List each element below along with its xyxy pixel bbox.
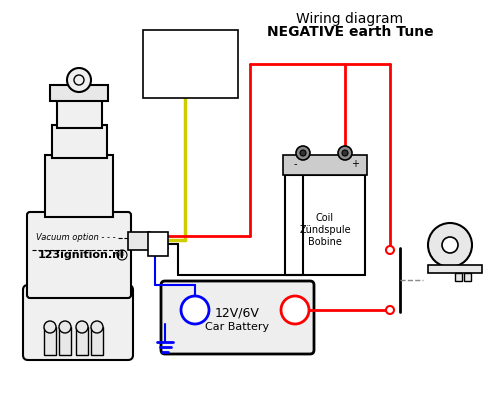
Text: +: + [351,159,359,169]
Text: 12V/6V: 12V/6V [215,306,260,319]
Circle shape [428,223,472,267]
FancyBboxPatch shape [27,212,131,298]
Circle shape [386,246,394,254]
Circle shape [296,146,310,160]
Text: Coil
Zündspule
Bobine: Coil Zündspule Bobine [299,214,351,246]
Circle shape [281,296,309,324]
Bar [57,98,102,128]
Text: NEGATIVE earth Tune: NEGATIVE earth Tune [266,25,434,39]
Circle shape [442,237,458,253]
Bar [50,85,108,101]
Text: Wiring diagram: Wiring diagram [296,12,404,26]
Text: Curve selector
wire
0 V = Curve 1
12 V = Curve 2: Curve selector wire 0 V = Curve 1 12 V =… [147,34,216,74]
FancyBboxPatch shape [161,281,314,354]
Bar [283,155,367,175]
Circle shape [44,321,56,333]
Bar [59,327,71,355]
Bar [428,265,482,273]
Circle shape [300,150,306,156]
Text: -: - [191,300,199,320]
Circle shape [67,68,91,92]
Text: 123ignition.nl: 123ignition.nl [38,250,125,260]
Circle shape [59,321,71,333]
Bar [91,327,103,355]
Bar [455,273,462,281]
Bar [285,175,365,275]
Circle shape [150,236,160,246]
Circle shape [91,321,103,333]
Bar [148,232,168,256]
Text: -: - [293,159,297,169]
FancyBboxPatch shape [23,285,133,360]
Circle shape [76,321,88,333]
Text: ®: ® [118,252,126,258]
Circle shape [342,150,348,156]
Bar [76,327,88,355]
Bar [464,273,471,281]
Bar [128,232,150,250]
Text: +: + [288,301,302,319]
Circle shape [181,296,209,324]
Bar [45,155,113,217]
Bar [44,327,56,355]
Circle shape [386,306,394,314]
Text: Vacuum option - - -: Vacuum option - - - [36,234,116,242]
Circle shape [338,146,352,160]
Bar [143,30,238,98]
Text: Car Battery: Car Battery [206,322,270,332]
Bar [52,125,107,158]
